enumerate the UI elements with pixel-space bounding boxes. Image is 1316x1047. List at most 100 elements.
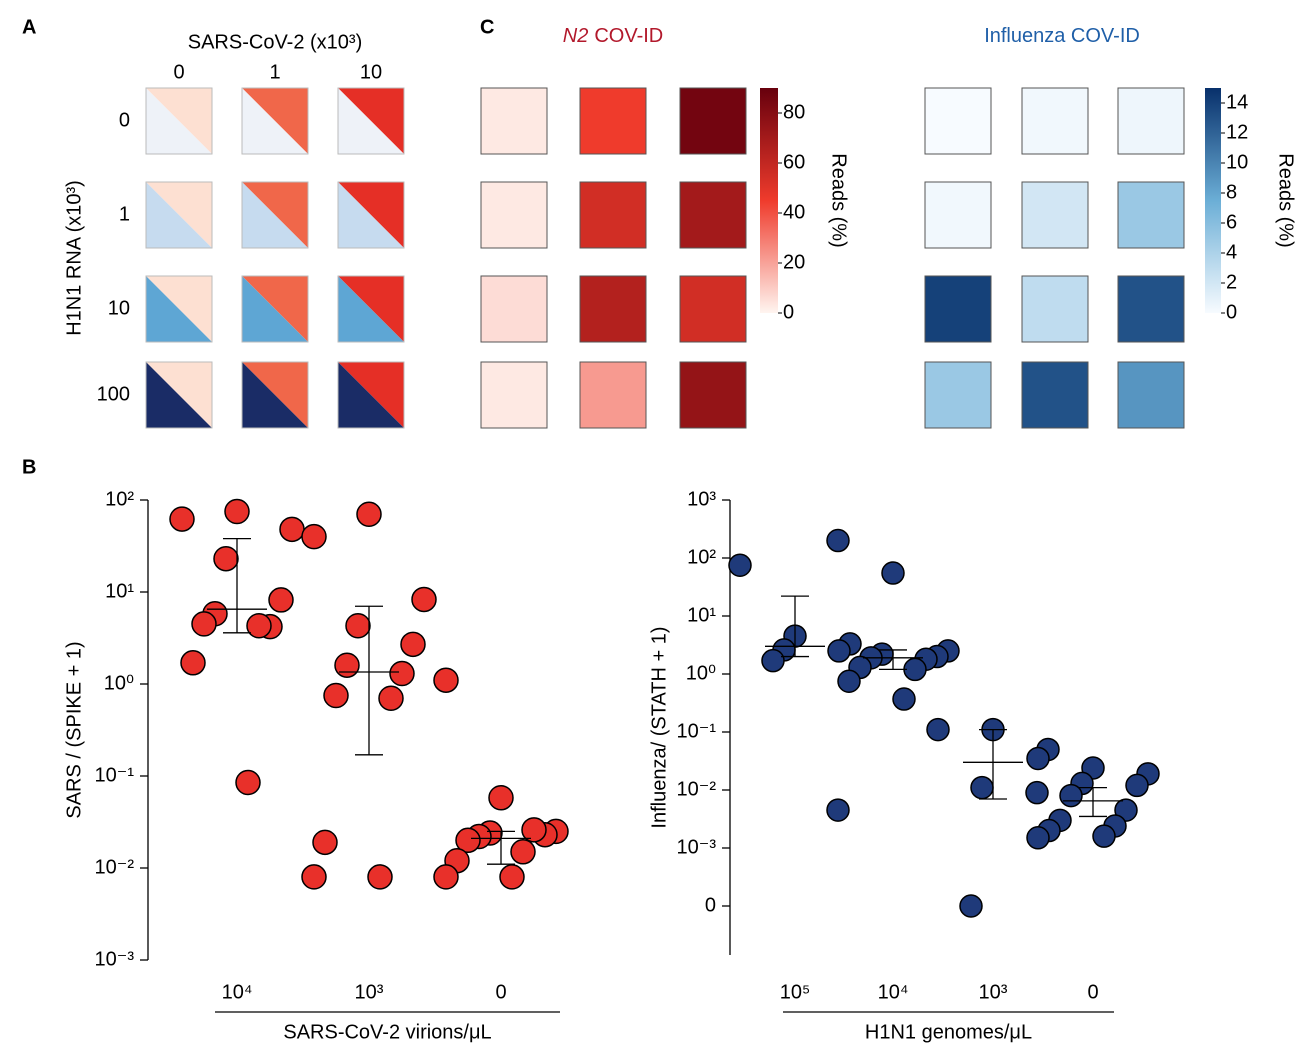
data-point xyxy=(903,657,927,682)
title-part: N2 xyxy=(563,25,589,47)
heatmap-cell xyxy=(1117,181,1185,249)
heatmap-cell xyxy=(679,181,747,249)
data-point xyxy=(367,864,393,890)
cell-outline xyxy=(241,275,309,343)
x-tick-label: 10⁴ xyxy=(222,981,253,1003)
data-point xyxy=(279,516,305,543)
panel-letter: C xyxy=(480,16,494,38)
heatmap-cell xyxy=(480,275,548,343)
x-tick-label: 10⁵ xyxy=(780,981,811,1003)
data-point xyxy=(301,523,327,550)
y-tick-label: 10² xyxy=(105,488,134,510)
triangle-h1n1 xyxy=(338,182,404,248)
data-point xyxy=(400,631,426,658)
x-tick-label: 10³ xyxy=(979,981,1008,1003)
colorbar-tick-label: 0 xyxy=(1226,301,1237,323)
column-label: 0 xyxy=(173,61,184,83)
column-label: 1 xyxy=(269,61,280,83)
y-axis-label: SARS / (SPIKE + 1) xyxy=(63,641,85,818)
heatmap-cell xyxy=(480,361,548,429)
data-point xyxy=(389,660,415,687)
triangle-h1n1 xyxy=(146,88,212,154)
data-point xyxy=(312,829,338,856)
x-tick-label: 10⁴ xyxy=(878,981,909,1003)
heatmap-cell xyxy=(679,275,747,343)
data-point xyxy=(488,785,514,811)
panel-title: N2 COV-ID xyxy=(563,25,663,47)
heatmap-cell xyxy=(480,181,548,249)
data-point xyxy=(180,650,206,676)
panel-letter: A xyxy=(22,16,36,38)
colorbar-tick-label: 2 xyxy=(1226,271,1237,293)
data-point xyxy=(378,685,404,712)
panel-title: SARS-CoV-2 (x10³) xyxy=(188,31,363,53)
data-point xyxy=(881,561,905,585)
cell-outline xyxy=(337,181,405,249)
data-point xyxy=(827,639,851,663)
colorbar-tick-label: 12 xyxy=(1226,121,1248,143)
triangle-h1n1 xyxy=(242,182,308,248)
triangle-h1n1 xyxy=(242,88,308,154)
row-label: 1 xyxy=(119,203,130,225)
data-point xyxy=(728,553,752,577)
heatmap-cell xyxy=(679,361,747,429)
colorbar-tick-label: 80 xyxy=(783,101,805,123)
cell-outline xyxy=(241,361,309,429)
triangle-h1n1 xyxy=(242,276,308,342)
colorbar-tick-label: 20 xyxy=(783,251,805,273)
heatmap-cell xyxy=(1021,275,1089,343)
triangle-h1n1 xyxy=(338,276,404,342)
colorbar-tick-label: 10 xyxy=(1226,151,1248,173)
data-point xyxy=(510,839,536,865)
triangle-h1n1 xyxy=(338,362,404,428)
x-tick-label: 0 xyxy=(1087,981,1098,1003)
y-tick-label: 10⁰ xyxy=(104,672,134,694)
heatmap-cell xyxy=(924,181,992,249)
data-point xyxy=(301,864,327,890)
row-label: 10 xyxy=(108,297,130,319)
data-point xyxy=(837,669,861,693)
data-point xyxy=(521,817,547,843)
data-point xyxy=(1026,826,1050,850)
y-tick-label: 10⁻² xyxy=(95,856,135,878)
heatmap-cell xyxy=(1021,87,1089,155)
data-point xyxy=(826,798,850,822)
colorbar-tick-label: 4 xyxy=(1226,241,1237,263)
heatmap-cell xyxy=(579,181,647,249)
data-point xyxy=(213,545,239,572)
triangle-h1n1 xyxy=(146,276,212,342)
row-label: 100 xyxy=(97,383,130,405)
heatmap-cell xyxy=(1117,87,1185,155)
y-axis-label: H1N1 RNA (x10³) xyxy=(63,180,85,336)
y-tick-label: 10² xyxy=(687,546,716,568)
y-tick-label: 10¹ xyxy=(105,580,134,602)
cell-outline xyxy=(145,275,213,343)
heatmap-cell xyxy=(1117,361,1185,429)
colorbar-tick-label: 0 xyxy=(783,301,794,323)
cell-outline xyxy=(145,361,213,429)
data-point xyxy=(926,717,950,742)
data-point xyxy=(1026,746,1050,771)
data-point xyxy=(191,611,217,637)
x-axis-label: SARS-CoV-2 virions/μL xyxy=(283,1021,491,1043)
y-tick-label: 0 xyxy=(705,894,716,916)
x-tick-label: 10³ xyxy=(355,981,384,1003)
cell-outline xyxy=(145,87,213,155)
triangle-h1n1 xyxy=(146,182,212,248)
colorbar xyxy=(760,88,778,313)
colorbar-label: Reads (%) xyxy=(828,153,850,247)
cell-outline xyxy=(145,181,213,249)
heatmap-cell xyxy=(1021,181,1089,249)
colorbar-tick-label: 14 xyxy=(1226,91,1248,113)
cell-outline xyxy=(337,275,405,343)
heatmap-cell xyxy=(1021,361,1089,429)
title-part: Influenza COV-ID xyxy=(984,25,1140,47)
y-tick-label: 10⁻³ xyxy=(677,836,717,858)
y-tick-label: 10³ xyxy=(687,488,716,510)
data-point xyxy=(433,864,459,890)
y-tick-label: 10⁻¹ xyxy=(677,720,717,742)
data-point xyxy=(169,506,195,532)
heatmap-cell xyxy=(924,87,992,155)
data-point xyxy=(246,612,272,639)
column-label: 10 xyxy=(360,61,382,83)
